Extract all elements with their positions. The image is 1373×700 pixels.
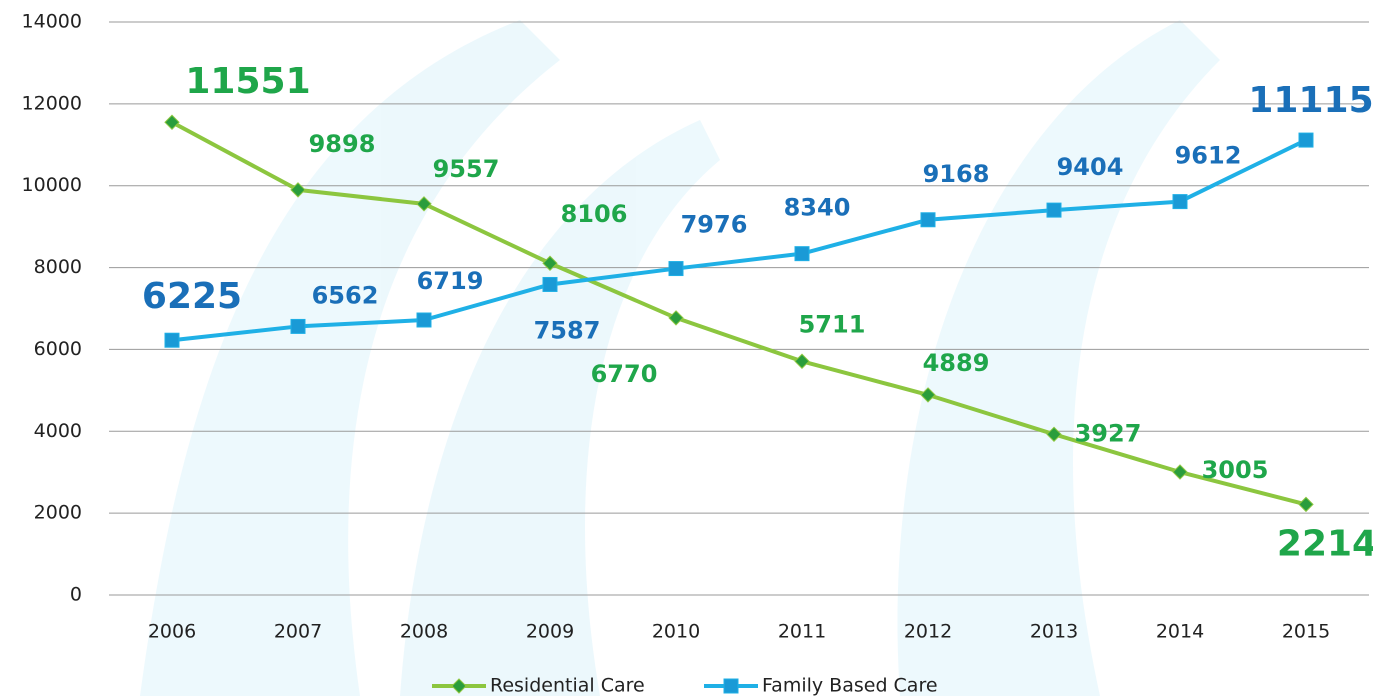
marker: [291, 319, 305, 333]
y-tick-label: 6000: [34, 338, 82, 360]
marker: [1173, 195, 1187, 209]
data-label: 3927: [1075, 419, 1142, 447]
x-tick-label: 2012: [904, 621, 952, 643]
legend-label: Residential Care: [490, 675, 645, 697]
data-label: 9557: [433, 155, 500, 183]
data-label: 11115: [1248, 80, 1373, 121]
y-tick-label: 10000: [22, 174, 82, 196]
x-tick-label: 2015: [1282, 621, 1330, 643]
marker: [1047, 203, 1061, 217]
marker: [1173, 465, 1187, 479]
x-tick-label: 2006: [148, 621, 196, 643]
data-label: 7976: [681, 211, 748, 239]
marker: [1299, 497, 1313, 511]
x-tick-label: 2008: [400, 621, 448, 643]
x-tick-label: 2009: [526, 621, 574, 643]
data-label: 9168: [923, 160, 990, 188]
x-tick-label: 2011: [778, 621, 826, 643]
data-label: 7587: [534, 316, 601, 344]
y-tick-label: 8000: [34, 256, 82, 278]
marker: [165, 333, 179, 347]
x-tick-label: 2014: [1156, 621, 1204, 643]
x-tick-label: 2013: [1030, 621, 1078, 643]
data-label: 9898: [309, 130, 376, 158]
marker: [669, 311, 683, 325]
data-label: 6770: [591, 360, 658, 388]
marker: [1299, 133, 1313, 147]
data-label: 3005: [1202, 456, 1269, 484]
data-label: 8106: [561, 200, 628, 228]
data-label: 9612: [1175, 142, 1242, 170]
data-label: 4889: [923, 349, 990, 377]
marker: [795, 247, 809, 261]
marker: [921, 213, 935, 227]
marker: [417, 313, 431, 327]
data-label: 11551: [185, 61, 310, 102]
chart: 0 2000 4000 6000 8000 10000 12000 14000 2006 2007…: [0, 0, 1373, 696]
data-label: 9404: [1057, 153, 1124, 181]
data-label: 2214: [1277, 523, 1373, 564]
marker: [669, 262, 683, 276]
marker: [795, 354, 809, 368]
y-tick-label: 4000: [34, 420, 82, 442]
marker: [543, 277, 557, 291]
data-label: 8340: [784, 194, 851, 222]
y-tick-label: 0: [70, 584, 82, 606]
data-label: 6719: [417, 267, 484, 295]
x-tick-label: 2007: [274, 621, 322, 643]
data-label: 6225: [142, 276, 242, 317]
x-tick-label: 2010: [652, 621, 700, 643]
data-label: 5711: [799, 310, 866, 338]
data-label: 6562: [312, 281, 379, 309]
legend-marker: [724, 679, 738, 693]
y-tick-label: 14000: [22, 11, 82, 33]
y-tick-label: 12000: [22, 92, 82, 114]
y-tick-label: 2000: [34, 502, 82, 524]
legend-label: Family Based Care: [762, 675, 938, 697]
